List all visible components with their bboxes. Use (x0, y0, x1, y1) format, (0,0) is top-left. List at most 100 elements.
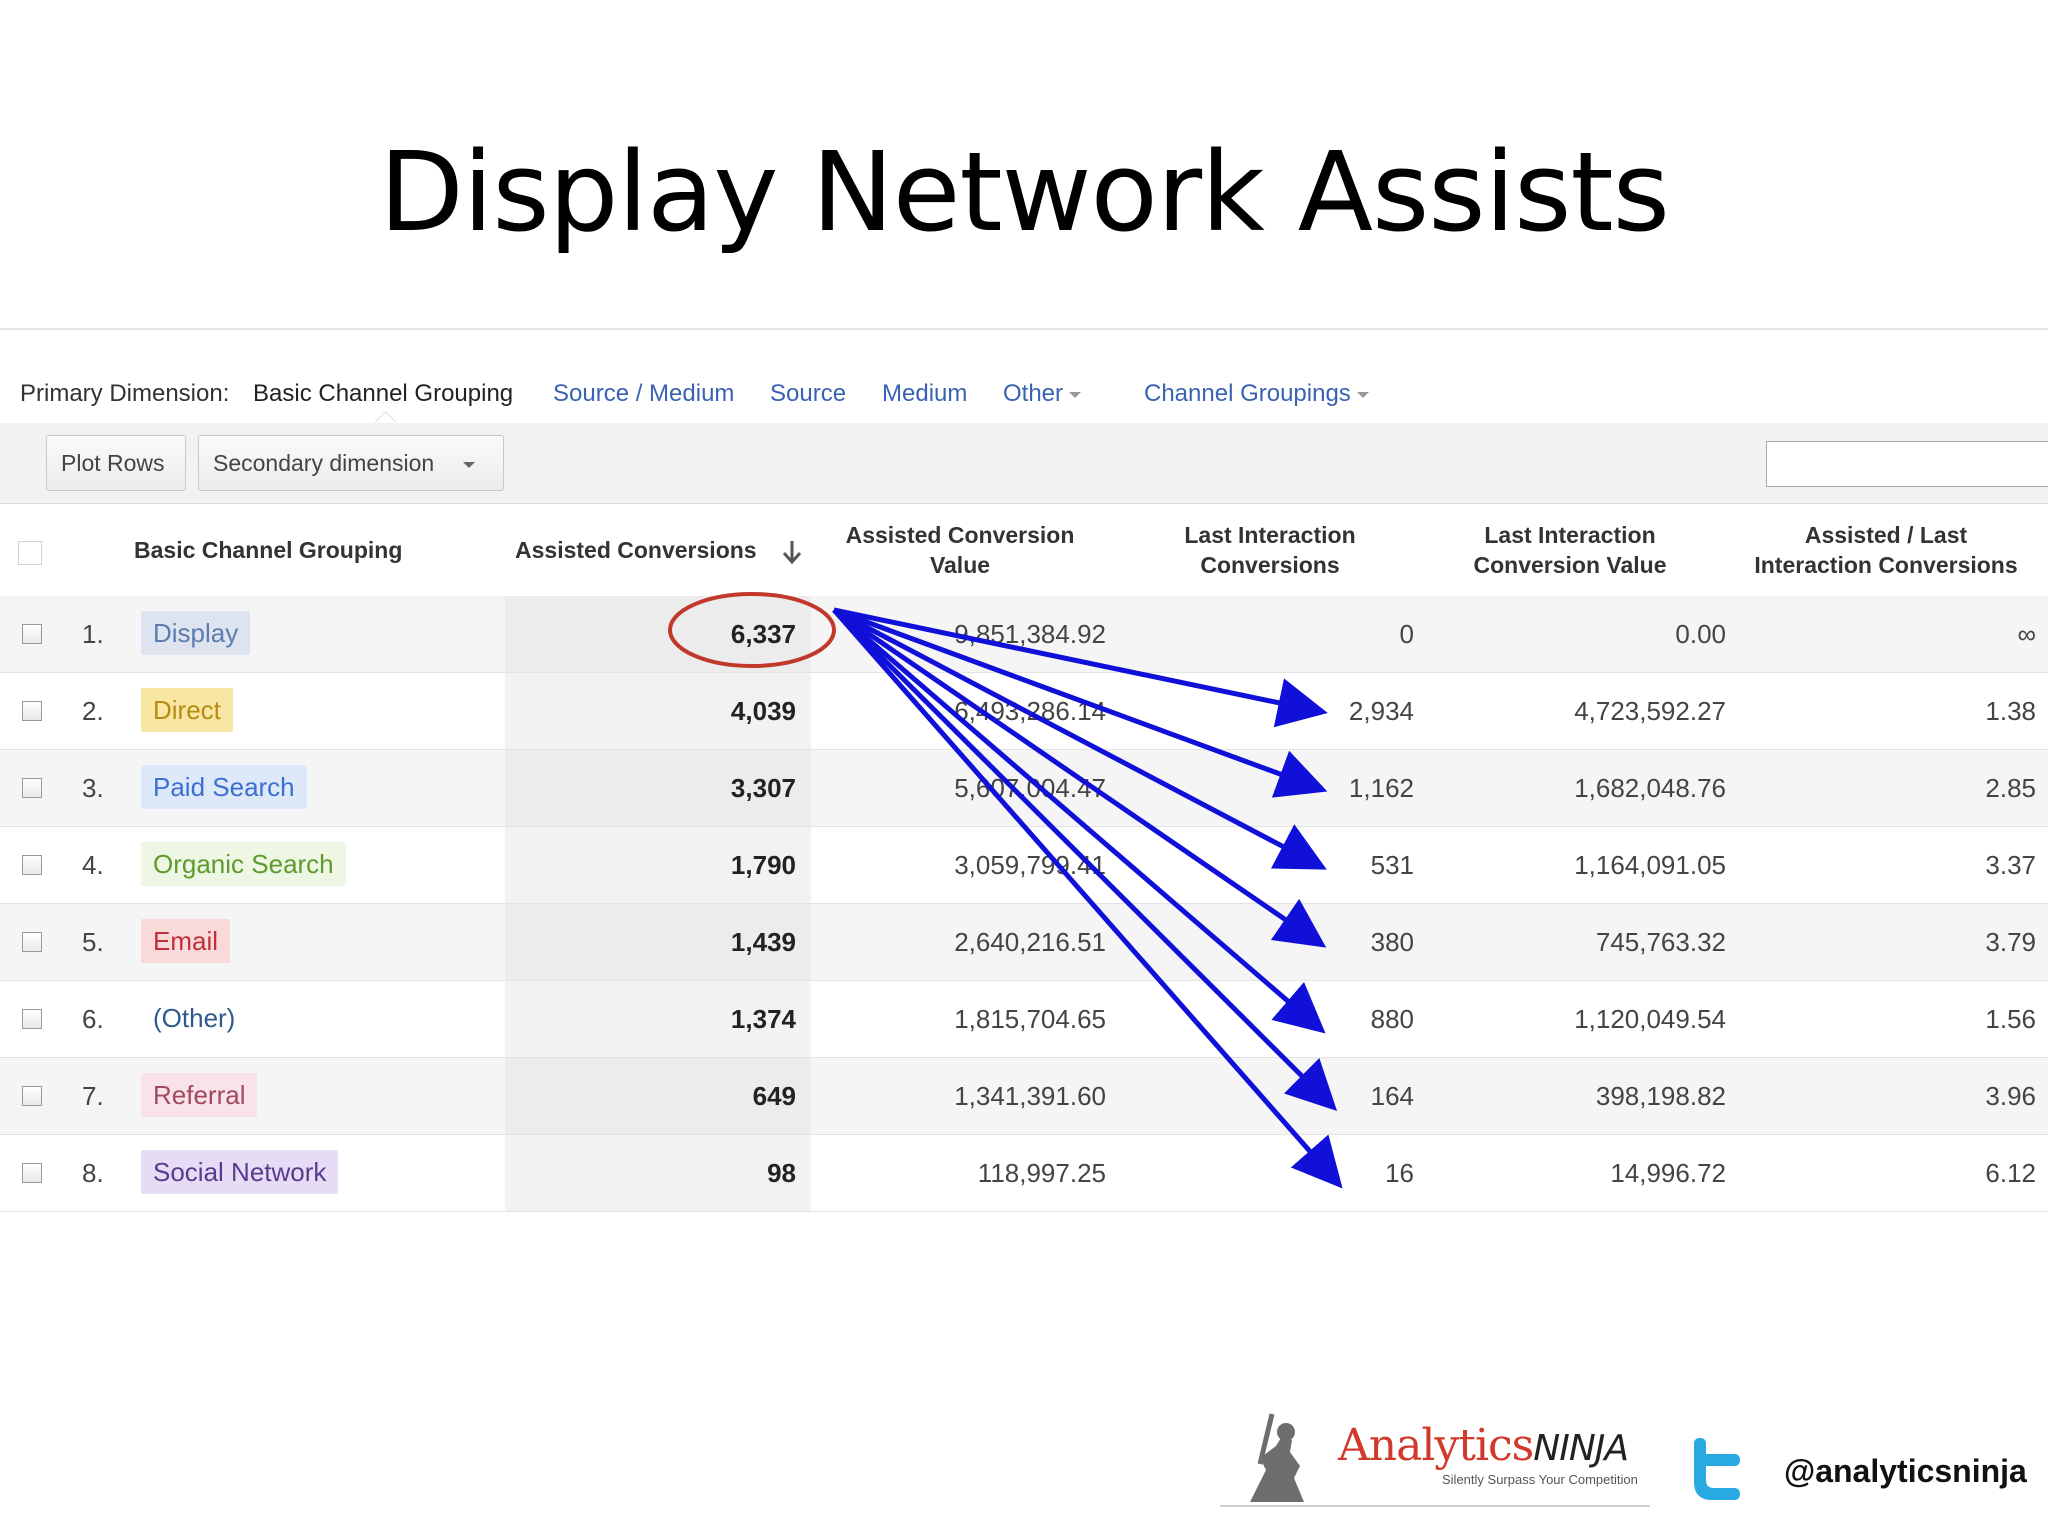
channel-link[interactable]: Referral (141, 1073, 258, 1117)
assisted-conversions-cell: 1,374 (730, 1004, 796, 1034)
ratio-cell: 3.37 (1985, 850, 2036, 880)
annotation-arrow (832, 607, 1327, 870)
header-assisted-last-ratio[interactable]: Assisted / Last Interaction Conversions (1736, 520, 2036, 580)
header-assisted-conversion-value[interactable]: Assisted Conversion Value (830, 520, 1090, 580)
sort-descending-icon (782, 540, 802, 565)
row-index: 6. (82, 1004, 104, 1034)
channel-link[interactable]: Paid Search (141, 765, 307, 809)
row-checkbox[interactable] (22, 1086, 42, 1106)
table-header: Basic Channel Grouping Assisted Conversi… (0, 504, 2048, 597)
channel-link[interactable]: Display (141, 611, 251, 655)
last-conversions-cell: 164 (1370, 1081, 1414, 1111)
channel-groupings-dropdown[interactable]: Channel Groupings (1144, 380, 1369, 408)
table-search-input[interactable] (1766, 441, 2048, 487)
table-row[interactable]: 1. Display 6,337 9,851,384.92 0 0.00 ∞ (0, 596, 2048, 673)
row-index: 5. (82, 927, 104, 957)
last-conversions-cell: 16 (1385, 1158, 1414, 1188)
analytics-panel: Primary Dimension: Basic Channel Groupin… (0, 328, 2048, 1213)
assisted-value-cell: 118,997.25 (977, 1158, 1106, 1188)
table-toolbar: Plot Rows Secondary dimension (0, 423, 2048, 504)
last-conversions-cell: 380 (1370, 927, 1414, 957)
last-value-cell: 1,164,091.05 (1574, 850, 1726, 880)
annotation-arrow (832, 607, 1327, 948)
sorted-column-shade (505, 904, 811, 980)
ratio-cell: 2.85 (1985, 773, 2036, 803)
channel-link[interactable]: Social Network (141, 1150, 339, 1194)
header-ratio-line1: Assisted / Last (1804, 522, 1968, 548)
logo-tagline: Silently Surpass Your Competition (1442, 1472, 1638, 1487)
dimension-other-dropdown[interactable]: Other (1003, 380, 1082, 408)
row-index: 7. (82, 1081, 104, 1111)
header-last-value-line2: Conversion Value (1473, 552, 1667, 578)
row-checkbox[interactable] (22, 932, 42, 952)
sorted-column-shade (505, 673, 811, 749)
assisted-conversions-cell: 3,307 (730, 773, 796, 803)
highlight-circle (668, 592, 836, 668)
row-checkbox[interactable] (22, 855, 42, 875)
assisted-value-cell: 1,815,704.65 (954, 1004, 1106, 1034)
annotation-arrow (832, 608, 1338, 1112)
row-index: 2. (82, 696, 104, 726)
slide-title: Display Network Assists (379, 128, 1670, 256)
chevron-down-icon (1069, 391, 1082, 398)
plot-rows-button[interactable]: Plot Rows (46, 435, 186, 491)
table-row[interactable]: 4. Organic Search 1,790 3,059,799.41 531 1,16… (0, 827, 2048, 904)
last-conversions-cell: 1,162 (1348, 773, 1414, 803)
annotation-arrow (832, 608, 1326, 1034)
channel-link[interactable]: (Other) (153, 1003, 236, 1033)
logo-word-analytics: Analytics (1338, 1420, 1534, 1471)
assisted-value-cell: 1,341,391.60 (954, 1081, 1106, 1111)
header-last-conv-line1: Last Interaction (1184, 522, 1356, 548)
header-ratio-line2: Interaction Conversions (1754, 552, 2018, 578)
last-value-cell: 1,120,049.54 (1574, 1004, 1726, 1034)
row-index: 1. (82, 619, 104, 649)
secondary-dimension-dropdown[interactable]: Secondary dimension (198, 435, 504, 491)
primary-dimension-bar: Primary Dimension: Basic Channel Groupin… (0, 328, 2048, 433)
assisted-conversions-cell: 1,790 (730, 850, 796, 880)
channel-link[interactable]: Email (141, 919, 231, 963)
header-assisted-conversions[interactable]: Assisted Conversions (515, 535, 803, 565)
table-row[interactable]: 7. Referral 649 1,341,391.60 164 398,198.82 3.… (0, 1058, 2048, 1135)
row-checkbox[interactable] (22, 1163, 42, 1183)
last-conversions-cell: 2,934 (1348, 696, 1414, 726)
last-value-cell: 0.00 (1675, 619, 1726, 649)
last-value-cell: 4,723,592.27 (1574, 696, 1726, 726)
assisted-value-cell: 9,851,384.92 (954, 619, 1106, 649)
ratio-cell: 3.96 (1985, 1081, 2036, 1111)
table-row[interactable]: 6. (Other) 1,374 1,815,704.65 880 1,120,049.5… (0, 981, 2048, 1058)
last-value-cell: 745,763.32 (1595, 927, 1726, 957)
dimension-medium-link[interactable]: Medium (882, 380, 968, 407)
assisted-conversions-cell: 4,039 (730, 696, 796, 726)
header-last-interaction-value[interactable]: Last Interaction Conversion Value (1440, 520, 1700, 580)
assisted-conversions-cell: 98 (767, 1158, 796, 1188)
header-basic-channel-grouping[interactable]: Basic Channel Grouping (134, 537, 403, 563)
last-value-cell: 1,682,048.76 (1574, 773, 1726, 803)
annotation-arrow (833, 607, 1328, 798)
header-assisted-value-line2: Value (929, 552, 991, 578)
row-checkbox[interactable] (22, 701, 42, 721)
sorted-column-shade (505, 750, 811, 826)
select-all-checkbox[interactable] (18, 541, 42, 565)
row-index: 3. (82, 773, 104, 803)
header-assisted-conversions-label: Assisted Conversions (515, 537, 757, 563)
table-row[interactable]: 3. Paid Search 3,307 5,607,004.47 1,162 1,682… (0, 750, 2048, 827)
twitter-icon (1694, 1438, 1740, 1500)
dimension-source-link[interactable]: Source (770, 380, 847, 407)
table-row[interactable]: 8. Social Network 98 118,997.25 16 14,996.72 6… (0, 1135, 2048, 1212)
row-checkbox[interactable] (22, 624, 42, 644)
dimension-basic-channel-grouping[interactable]: Basic Channel Grouping (253, 380, 514, 407)
table-row[interactable]: 5. Email 1,439 2,640,216.51 380 745,763.32 3.7… (0, 904, 2048, 981)
row-checkbox[interactable] (22, 1009, 42, 1029)
header-last-interaction-conversions[interactable]: Last Interaction Conversions (1140, 520, 1400, 580)
last-conversions-cell: 0 (1399, 619, 1414, 649)
row-checkbox[interactable] (22, 778, 42, 798)
annotation-arrow (833, 607, 1328, 728)
row-index: 4. (82, 850, 104, 880)
dimension-source-medium-link[interactable]: Source / Medium (553, 380, 735, 407)
primary-dimension-label: Primary Dimension: (20, 380, 230, 407)
channel-link[interactable]: Direct (141, 688, 233, 732)
ratio-cell: 1.56 (1985, 1004, 2036, 1034)
assisted-conversions-cell: 1,439 (730, 927, 796, 957)
channel-link[interactable]: Organic Search (141, 842, 346, 886)
